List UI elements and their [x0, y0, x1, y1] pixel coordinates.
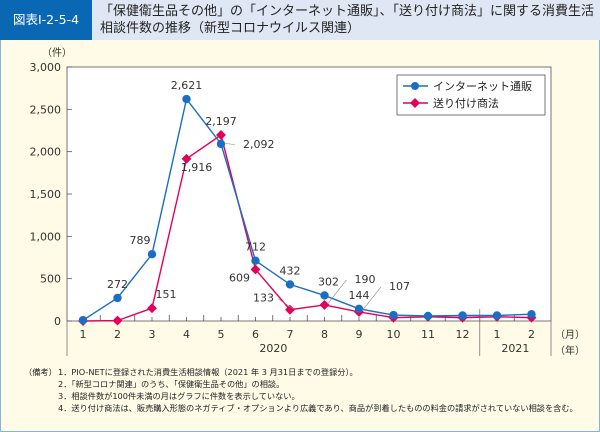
label-leader: [277, 298, 294, 309]
data-point: [147, 303, 157, 314]
data-point: [113, 293, 122, 303]
data-point: [182, 94, 191, 104]
x-tick-label: 7: [287, 328, 294, 341]
x-axis-month-label: （月）: [555, 329, 585, 341]
x-tick-label: 11: [421, 328, 435, 341]
x-axis-year-label: （年）: [555, 344, 585, 357]
note-2: 2．「新型コロナ関連」のうち、「保健衛生品その他」の相談。: [58, 379, 285, 389]
data-label: 432: [280, 264, 301, 277]
label-leader: [327, 279, 347, 305]
y-tick-label: 500: [40, 273, 61, 286]
data-point: [251, 256, 260, 265]
x-tick-label: 1: [494, 328, 501, 341]
data-point: [78, 315, 88, 325]
data-label: 2,621: [171, 79, 203, 92]
notes-head: （備考）: [24, 367, 57, 377]
data-label: 2,197: [205, 115, 237, 128]
series-line-0: [82, 97, 532, 321]
data-point: [354, 304, 364, 314]
year-label: 2020: [259, 342, 287, 355]
x-tick-label: 9: [356, 328, 363, 341]
data-point: [319, 299, 330, 310]
data-point: [423, 311, 433, 321]
x-tick-label: 8: [321, 328, 328, 341]
y-tick-label: 3,000: [30, 61, 62, 74]
data-label: 107: [389, 280, 410, 293]
x-tick-label: 10: [387, 328, 401, 341]
legend-box: [396, 74, 546, 116]
data-label: 2,092: [243, 138, 275, 151]
data-point: [181, 153, 192, 164]
legend-marker: [411, 82, 419, 90]
x-tick-label: 5: [218, 328, 225, 341]
data-point: [320, 291, 329, 300]
legend-label: 送り付け商法: [433, 96, 499, 110]
x-tick-label: 1: [80, 328, 87, 341]
legend-label: インターネット通販: [433, 80, 532, 93]
note-4: 4．送り付け商法は、販売購入形態のネガティブ・オプションより広義であり、商品が到…: [58, 403, 578, 413]
x-tick-label: 12: [456, 328, 470, 341]
data-label: 712: [245, 241, 266, 254]
data-label: 151: [156, 288, 177, 301]
label-leader: [223, 142, 236, 146]
figure-title: 「保健衛生品その他」の「インターネット通販」、「送り付け商法」に関する消費生活相…: [100, 4, 595, 36]
y-axis-label: （件）: [42, 47, 72, 59]
label-leader: [361, 286, 382, 312]
y-tick-label: 1,000: [30, 230, 62, 243]
data-label: 133: [253, 292, 274, 305]
note-3: 3．相談件数が100件未満の月はグラフに件数を表示していない。: [58, 391, 300, 401]
data-label: 1,916: [181, 161, 213, 174]
data-point: [527, 310, 536, 319]
series-line-1: [82, 133, 532, 322]
figure-header: 図表Ⅰ-2-5-4 「保健衛生品その他」の「インターネット通販」、「送り付け商法…: [0, 0, 600, 40]
y-tick-label: 2,500: [30, 103, 62, 116]
data-point: [250, 264, 261, 275]
data-point: [147, 249, 157, 259]
y-tick-label: 2,000: [30, 146, 62, 159]
y-tick-label: 0: [54, 315, 61, 328]
data-point: [285, 280, 295, 289]
figure-number: 図表Ⅰ-2-5-4: [0, 0, 92, 40]
note-1: 1．PIO-NETに登録された消費生活相談情報（2021 年 3 月31日までの…: [58, 367, 358, 377]
x-tick-label: 6: [252, 328, 259, 341]
data-point: [216, 130, 226, 140]
data-point: [492, 311, 502, 320]
data-point: [389, 310, 398, 320]
x-tick-label: 4: [183, 328, 190, 341]
x-tick-label: 3: [149, 328, 156, 341]
x-tick-label: 2: [528, 328, 535, 341]
data-label: 302: [318, 275, 339, 288]
data-label: 272: [107, 278, 128, 291]
data-point: [458, 311, 467, 320]
data-label: 144: [349, 289, 370, 302]
data-label: 190: [355, 273, 376, 286]
year-label: 2021: [501, 342, 529, 355]
y-tick-label: 1,500: [30, 188, 62, 201]
data-point: [285, 304, 295, 315]
data-point: [216, 139, 226, 149]
data-label: 789: [130, 234, 151, 247]
data-label: 609: [229, 271, 250, 284]
x-tick-label: 2: [114, 328, 121, 341]
